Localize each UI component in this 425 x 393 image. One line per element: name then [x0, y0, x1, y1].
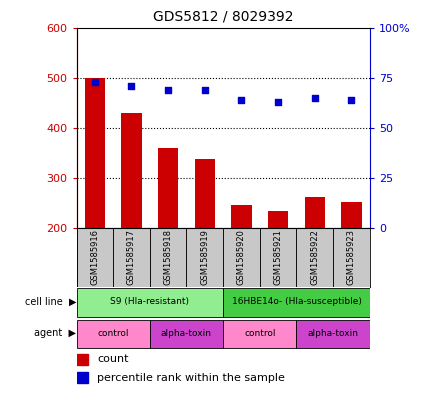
- Bar: [122, 113, 142, 228]
- Point: [312, 94, 318, 101]
- Text: GSM1585916: GSM1585916: [91, 230, 99, 285]
- Text: GSM1585918: GSM1585918: [164, 230, 173, 285]
- FancyBboxPatch shape: [150, 228, 187, 287]
- Text: control: control: [244, 329, 275, 338]
- Text: GSM1585920: GSM1585920: [237, 230, 246, 285]
- Bar: [158, 148, 178, 228]
- FancyBboxPatch shape: [150, 320, 223, 348]
- Point: [238, 97, 245, 103]
- Text: GSM1585919: GSM1585919: [200, 230, 209, 285]
- FancyBboxPatch shape: [296, 320, 370, 348]
- FancyBboxPatch shape: [333, 228, 370, 287]
- Point: [348, 97, 355, 103]
- FancyBboxPatch shape: [113, 228, 150, 287]
- FancyBboxPatch shape: [187, 228, 223, 287]
- Text: 16HBE14o- (Hla-susceptible): 16HBE14o- (Hla-susceptible): [232, 298, 361, 307]
- Point: [128, 83, 135, 89]
- Bar: [76, 354, 88, 365]
- Text: GSM1585923: GSM1585923: [347, 230, 356, 285]
- Bar: [341, 202, 362, 228]
- Text: control: control: [97, 329, 129, 338]
- FancyBboxPatch shape: [296, 228, 333, 287]
- Bar: [76, 372, 88, 383]
- Text: alpha-toxin: alpha-toxin: [308, 329, 359, 338]
- Text: agent  ▶: agent ▶: [34, 329, 76, 338]
- Text: percentile rank within the sample: percentile rank within the sample: [97, 373, 285, 383]
- Text: alpha-toxin: alpha-toxin: [161, 329, 212, 338]
- Text: GSM1585922: GSM1585922: [310, 230, 319, 285]
- Point: [275, 99, 281, 105]
- Bar: [268, 211, 288, 228]
- Title: GDS5812 / 8029392: GDS5812 / 8029392: [153, 9, 293, 24]
- FancyBboxPatch shape: [223, 288, 370, 317]
- Point: [91, 79, 98, 85]
- Point: [201, 86, 208, 93]
- Bar: [85, 78, 105, 228]
- FancyBboxPatch shape: [76, 288, 223, 317]
- Text: cell line  ▶: cell line ▶: [25, 297, 76, 307]
- FancyBboxPatch shape: [260, 228, 296, 287]
- Text: GSM1585921: GSM1585921: [274, 230, 283, 285]
- Point: [165, 86, 172, 93]
- Bar: [305, 197, 325, 228]
- FancyBboxPatch shape: [223, 228, 260, 287]
- FancyBboxPatch shape: [76, 320, 150, 348]
- Bar: [195, 159, 215, 228]
- Text: S9 (Hla-resistant): S9 (Hla-resistant): [110, 298, 189, 307]
- Text: GSM1585917: GSM1585917: [127, 230, 136, 285]
- FancyBboxPatch shape: [223, 320, 296, 348]
- FancyBboxPatch shape: [76, 228, 113, 287]
- Text: count: count: [97, 354, 128, 364]
- Bar: [231, 206, 252, 228]
